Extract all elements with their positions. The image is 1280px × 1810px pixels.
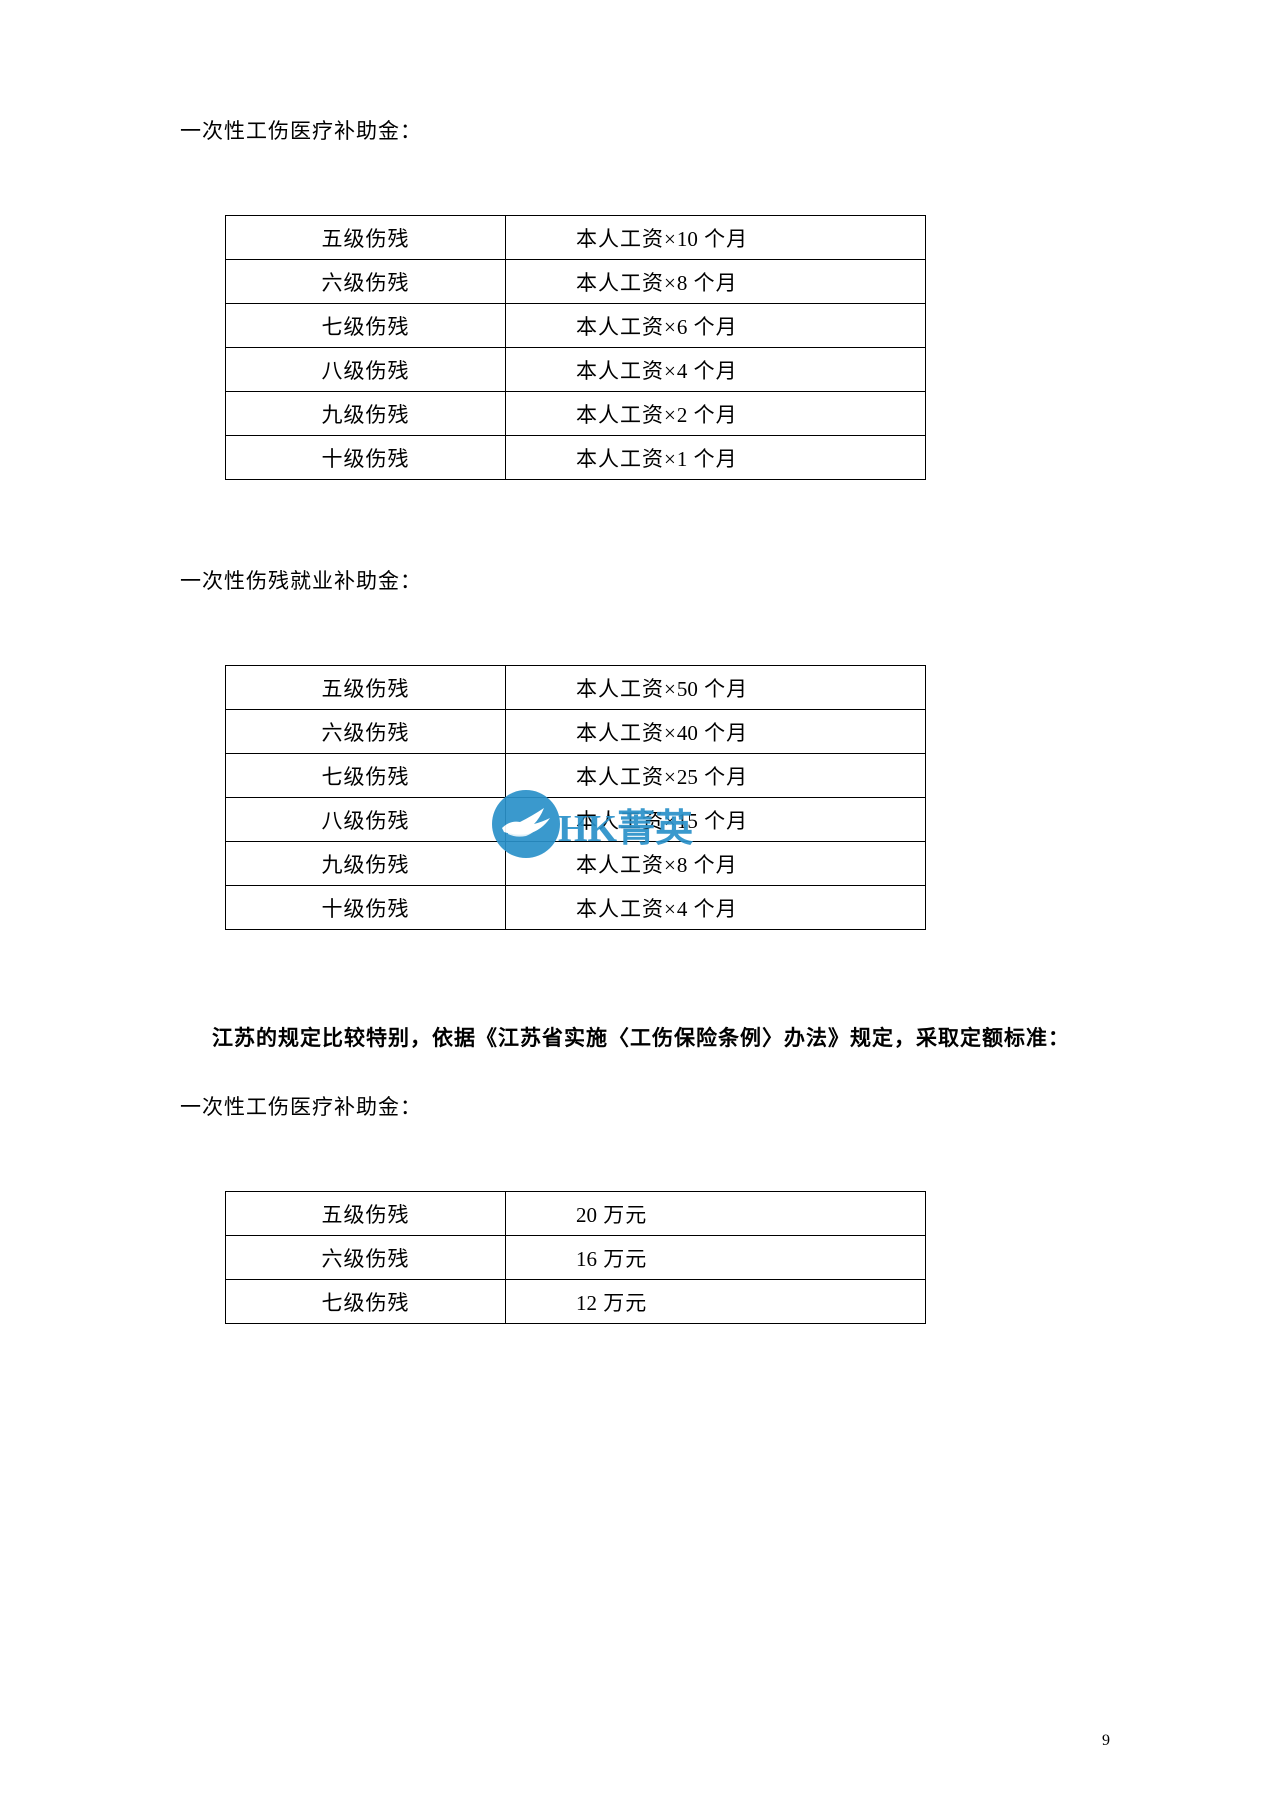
- table-medical-subsidy: 五级伤残本人工资×10 个月六级伤残本人工资×8 个月七级伤残本人工资×6 个月…: [225, 215, 926, 480]
- table-row: 八级伤残本人工资×4 个月: [226, 348, 926, 392]
- level-cell: 九级伤残: [226, 392, 506, 436]
- amount-cell: 本人工资×40 个月: [506, 710, 926, 754]
- level-cell: 六级伤残: [226, 710, 506, 754]
- amount-cell: 12 万元: [506, 1280, 926, 1324]
- table-row: 九级伤残本人工资×2 个月: [226, 392, 926, 436]
- table-row: 九级伤残本人工资×8 个月: [226, 842, 926, 886]
- bold-paragraph: 江苏的规定比较特别，依据《江苏省实施〈工伤保险条例〉办法》规定，采取定额标准：: [170, 1015, 1110, 1061]
- bold-paragraph-text: 江苏的规定比较特别，依据《江苏省实施〈工伤保险条例〉办法》规定，采取定额标准：: [212, 1026, 1070, 1050]
- level-cell: 十级伤残: [226, 886, 506, 930]
- section-heading-1: 一次性工伤医疗补助金：: [180, 115, 1110, 145]
- amount-cell: 本人工资×8 个月: [506, 842, 926, 886]
- table-jiangsu-medical: 五级伤残20 万元六级伤残16 万元七级伤残12 万元: [225, 1191, 926, 1324]
- table-row: 五级伤残20 万元: [226, 1192, 926, 1236]
- amount-cell: 20 万元: [506, 1192, 926, 1236]
- amount-cell: 本人工资×4 个月: [506, 886, 926, 930]
- table-row: 七级伤残本人工资×6 个月: [226, 304, 926, 348]
- level-cell: 九级伤残: [226, 842, 506, 886]
- table-row: 六级伤残本人工资×8 个月: [226, 260, 926, 304]
- level-cell: 七级伤残: [226, 754, 506, 798]
- table-row: 七级伤残12 万元: [226, 1280, 926, 1324]
- amount-cell: 本人工资×6 个月: [506, 304, 926, 348]
- amount-cell: 本人工资×2 个月: [506, 392, 926, 436]
- table-body: 五级伤残本人工资×10 个月六级伤残本人工资×8 个月七级伤残本人工资×6 个月…: [226, 216, 926, 480]
- table-row: 六级伤残16 万元: [226, 1236, 926, 1280]
- table-employment-subsidy: 五级伤残本人工资×50 个月六级伤残本人工资×40 个月七级伤残本人工资×25 …: [225, 665, 926, 930]
- level-cell: 五级伤残: [226, 1192, 506, 1236]
- level-cell: 十级伤残: [226, 436, 506, 480]
- level-cell: 八级伤残: [226, 798, 506, 842]
- document-page: 一次性工伤医疗补助金： 五级伤残本人工资×10 个月六级伤残本人工资×8 个月七…: [0, 0, 1280, 1384]
- amount-cell: 本人工资×1 个月: [506, 436, 926, 480]
- amount-cell: 本人工资×25 个月: [506, 754, 926, 798]
- table-row: 八级伤残本人工资×15 个月: [226, 798, 926, 842]
- amount-cell: 本人工资×15 个月: [506, 798, 926, 842]
- level-cell: 五级伤残: [226, 216, 506, 260]
- page-number: 9: [1102, 1732, 1110, 1750]
- amount-cell: 本人工资×8 个月: [506, 260, 926, 304]
- section-heading-3: 一次性工伤医疗补助金：: [180, 1091, 1110, 1121]
- level-cell: 八级伤残: [226, 348, 506, 392]
- amount-cell: 本人工资×4 个月: [506, 348, 926, 392]
- level-cell: 六级伤残: [226, 1236, 506, 1280]
- level-cell: 五级伤残: [226, 666, 506, 710]
- table-row: 六级伤残本人工资×40 个月: [226, 710, 926, 754]
- table-row: 五级伤残本人工资×50 个月: [226, 666, 926, 710]
- table-row: 十级伤残本人工资×4 个月: [226, 886, 926, 930]
- table-row: 五级伤残本人工资×10 个月: [226, 216, 926, 260]
- level-cell: 七级伤残: [226, 1280, 506, 1324]
- table-body: 五级伤残本人工资×50 个月六级伤残本人工资×40 个月七级伤残本人工资×25 …: [226, 666, 926, 930]
- table-row: 七级伤残本人工资×25 个月: [226, 754, 926, 798]
- section-heading-2: 一次性伤残就业补助金：: [180, 565, 1110, 595]
- amount-cell: 本人工资×10 个月: [506, 216, 926, 260]
- amount-cell: 16 万元: [506, 1236, 926, 1280]
- table-row: 十级伤残本人工资×1 个月: [226, 436, 926, 480]
- level-cell: 七级伤残: [226, 304, 506, 348]
- level-cell: 六级伤残: [226, 260, 506, 304]
- table-body: 五级伤残20 万元六级伤残16 万元七级伤残12 万元: [226, 1192, 926, 1324]
- amount-cell: 本人工资×50 个月: [506, 666, 926, 710]
